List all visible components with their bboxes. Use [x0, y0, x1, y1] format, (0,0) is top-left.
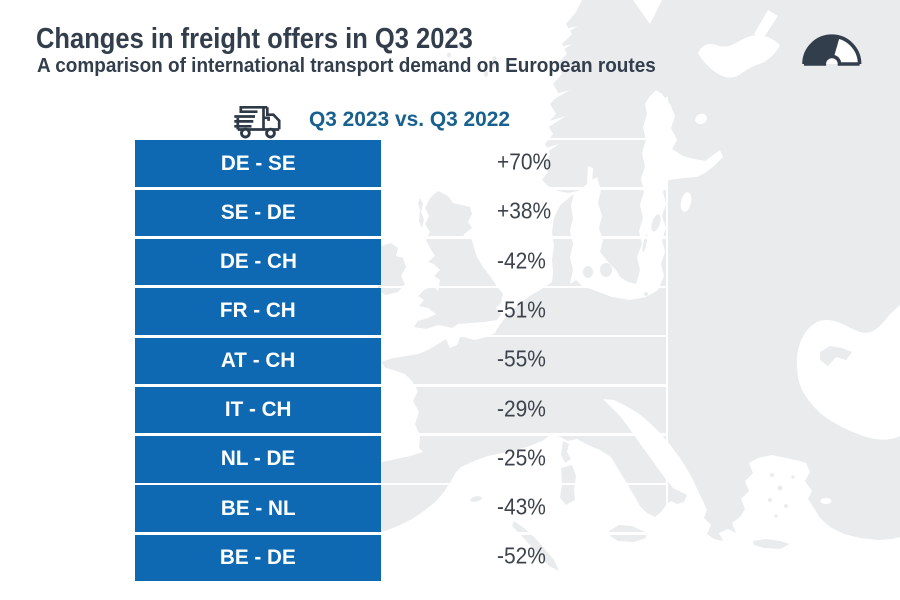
route-value: -55%	[497, 345, 546, 372]
route-box: DE - SE	[135, 140, 381, 187]
map-fyn	[583, 266, 593, 278]
route-value: -52%	[497, 542, 546, 569]
row-separator-line	[381, 482, 667, 486]
map-fjord-6	[545, 144, 559, 153]
map-crete	[753, 539, 790, 549]
map-finnish-lakes	[695, 113, 707, 125]
map-white-sea	[698, 35, 780, 78]
page-title: Changes in freight offers in Q3 2023	[36, 23, 473, 55]
route-value: -51%	[497, 296, 546, 323]
map-zealand	[600, 263, 612, 277]
map-ireland	[378, 243, 406, 295]
map-fjord-4	[548, 90, 570, 102]
route-box: FR - CH	[135, 288, 381, 335]
route-value: -42%	[497, 247, 546, 274]
comparison-label: Q3 2023 vs. Q3 2022	[309, 106, 511, 131]
map-chalkidiki-notch	[766, 461, 773, 474]
map-shetland-1	[491, 56, 497, 68]
row-separator-line	[381, 334, 667, 338]
route-box: NL - DE	[135, 436, 381, 483]
route-label: IT - CH	[224, 398, 292, 422]
map-top-fjord	[633, 0, 662, 24]
route-label: AT - CH	[220, 348, 296, 372]
route-box: SE - DE	[135, 189, 381, 237]
map-faroe-2	[457, 43, 463, 49]
map-sea-of-marmara	[820, 498, 832, 504]
map-faroe-1	[448, 32, 456, 40]
map-bornholm	[644, 292, 648, 296]
row-separator-line	[381, 236, 667, 239]
route-box: BE - NL	[135, 485, 381, 532]
route-label: DE - SE	[220, 151, 296, 175]
map-fjord-2	[556, 44, 572, 54]
row-separator-line	[381, 186, 667, 190]
route-box: BE - DE	[135, 534, 381, 582]
row-separator-line	[381, 581, 667, 584]
route-value: -29%	[497, 395, 546, 422]
route-value: -25%	[497, 444, 546, 471]
route-box: AT - CH	[135, 337, 381, 385]
map-aegean-4	[784, 504, 788, 508]
route-label: NL - DE	[220, 447, 296, 471]
map-gotland	[651, 214, 661, 232]
map-oslo-fjord	[587, 166, 593, 191]
page-subtitle: A comparison of international transport …	[37, 54, 656, 77]
route-value: +70%	[497, 148, 552, 175]
value-column-line	[665, 97, 668, 582]
map-hebrides	[418, 198, 424, 228]
row-separator-line	[381, 532, 667, 535]
map-black-sea	[796, 305, 900, 440]
map-aegean-1	[770, 473, 774, 477]
map-corsica	[561, 441, 571, 463]
map-balearic	[470, 496, 482, 502]
map-great-britain	[414, 191, 503, 329]
map-shetland-2	[484, 71, 488, 77]
row-separator-line	[381, 433, 667, 437]
route-label: BE - DE	[220, 545, 296, 569]
row-separator-line	[381, 137, 667, 141]
route-box: IT - CH	[135, 386, 381, 434]
map-fjord-3	[552, 64, 574, 76]
route-value: +38%	[497, 197, 552, 224]
row-separator-line	[381, 285, 667, 289]
map-lake-peipus	[680, 192, 692, 212]
route-label: FR - CH	[220, 299, 296, 323]
map-aegean-5	[774, 514, 778, 518]
route-label: DE - CH	[219, 250, 297, 274]
map-aegean-2	[777, 485, 783, 491]
map-crimea	[820, 346, 852, 366]
speedometer-gauge-logo	[802, 34, 862, 66]
map-aegean-3	[768, 498, 772, 502]
route-label: SE - DE	[220, 200, 296, 224]
route-label: BE - NL	[220, 496, 296, 520]
map-continent	[378, 0, 900, 541]
route-box: DE - CH	[135, 238, 381, 286]
truck-icon	[234, 105, 281, 139]
row-separator-line	[381, 384, 667, 387]
map-aegean-6	[791, 475, 795, 479]
map-faroe-3	[447, 52, 451, 58]
map-fjord-5	[546, 116, 566, 128]
map-barents-throat	[754, 10, 778, 40]
map-fjord-1	[560, 26, 578, 36]
route-value: -43%	[497, 493, 546, 520]
